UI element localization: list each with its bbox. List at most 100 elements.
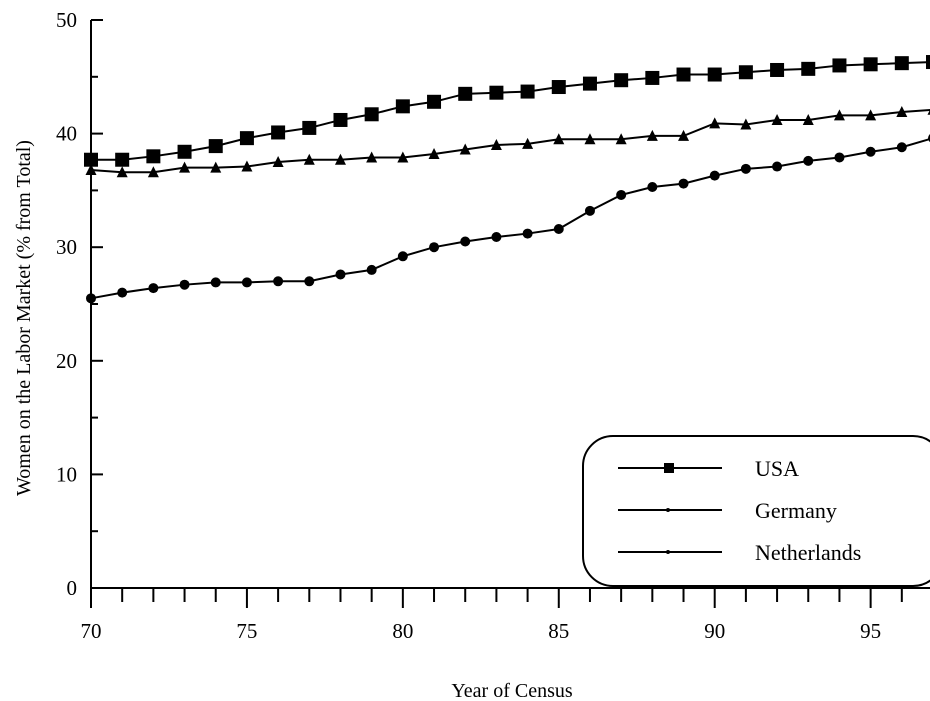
usa-point bbox=[645, 70, 660, 85]
usa-point bbox=[115, 152, 130, 167]
germany-point bbox=[272, 156, 284, 167]
legend: USA Germany Netherlands bbox=[582, 435, 930, 587]
axes: 0 10 20 30 40 50 70 75 80 85 90 95 bbox=[56, 8, 930, 643]
germany-point bbox=[147, 166, 159, 178]
series-line-germany bbox=[90, 108, 930, 174]
usa-point bbox=[395, 99, 410, 114]
usa-point bbox=[302, 120, 317, 135]
usa-point bbox=[239, 131, 254, 146]
netherlands-point bbox=[678, 178, 689, 189]
usa-point bbox=[894, 56, 909, 71]
usa-point bbox=[832, 58, 847, 73]
usa-point bbox=[489, 85, 504, 100]
netherlands-point bbox=[304, 276, 315, 287]
germany-point bbox=[459, 143, 471, 155]
germany-point bbox=[85, 163, 97, 175]
germany-point bbox=[116, 166, 128, 178]
germany-point bbox=[896, 106, 908, 118]
series-line-usa bbox=[91, 61, 930, 161]
netherlands-point bbox=[241, 277, 252, 288]
germany-point bbox=[927, 109, 930, 115]
usa-point bbox=[863, 57, 878, 72]
germany-point bbox=[865, 109, 877, 121]
germany-point bbox=[771, 113, 783, 125]
netherlands-point bbox=[429, 242, 440, 253]
netherlands-point bbox=[553, 224, 564, 235]
y-axis-title: Women on the Labor Market (% from Total) bbox=[13, 140, 35, 496]
netherlands-point bbox=[366, 264, 377, 275]
germany-point bbox=[802, 113, 814, 125]
usa-point bbox=[582, 76, 597, 91]
germany-point bbox=[709, 117, 721, 129]
germany-point bbox=[584, 133, 596, 145]
x-tick-label: 75 bbox=[236, 619, 257, 643]
usa-point bbox=[770, 62, 785, 77]
germany-point bbox=[334, 153, 346, 165]
usa-point bbox=[208, 139, 223, 154]
germany-point bbox=[428, 148, 440, 160]
y-tick-label: 0 bbox=[67, 576, 78, 600]
netherlands-point bbox=[86, 293, 96, 304]
usa-point bbox=[801, 61, 816, 76]
germany-point bbox=[522, 137, 534, 149]
germany-point bbox=[303, 153, 315, 165]
usa-point bbox=[520, 84, 535, 99]
usa-point bbox=[458, 86, 473, 101]
usa-point bbox=[707, 67, 722, 82]
legend-marker-netherlands bbox=[666, 550, 670, 554]
x-tick-label: 85 bbox=[548, 619, 569, 643]
germany-point bbox=[210, 161, 222, 173]
netherlands-point bbox=[273, 276, 284, 287]
legend-marker-usa bbox=[664, 463, 674, 473]
netherlands-point bbox=[397, 251, 408, 262]
netherlands-point bbox=[210, 277, 221, 288]
germany-point bbox=[740, 118, 752, 130]
y-tick-label: 20 bbox=[56, 349, 77, 373]
netherlands-point bbox=[335, 269, 346, 280]
usa-point bbox=[551, 80, 566, 95]
usa-point bbox=[738, 65, 753, 80]
legend-label-usa: USA bbox=[755, 456, 799, 481]
usa-point bbox=[333, 112, 348, 127]
usa-point bbox=[614, 73, 629, 88]
usa-point bbox=[676, 67, 691, 82]
netherlands-point bbox=[491, 231, 502, 242]
germany-point bbox=[833, 109, 845, 121]
usa-point bbox=[364, 107, 379, 122]
netherlands-point bbox=[179, 279, 190, 290]
germany-point bbox=[179, 161, 191, 173]
series-markers bbox=[84, 55, 930, 304]
germany-point bbox=[366, 151, 378, 163]
netherlands-point bbox=[148, 283, 159, 294]
y-tick-label: 30 bbox=[56, 235, 77, 259]
netherlands-point bbox=[522, 228, 533, 239]
x-tick-label: 80 bbox=[392, 619, 413, 643]
y-tick-label: 10 bbox=[56, 462, 77, 486]
usa-point bbox=[177, 144, 192, 159]
x-tick-label: 70 bbox=[81, 619, 102, 643]
netherlands-point bbox=[709, 170, 720, 181]
netherlands-point bbox=[896, 142, 907, 153]
netherlands-point bbox=[584, 205, 595, 216]
y-tick-label: 40 bbox=[56, 122, 77, 146]
x-tick-label: 95 bbox=[860, 619, 881, 643]
netherlands-point bbox=[740, 163, 751, 174]
usa-point bbox=[146, 149, 161, 164]
usa-point bbox=[84, 152, 98, 167]
legend-marker-germany bbox=[666, 508, 670, 512]
netherlands-point bbox=[460, 236, 471, 247]
netherlands-point bbox=[117, 287, 128, 298]
germany-point bbox=[397, 151, 409, 163]
legend-box bbox=[582, 435, 930, 587]
usa-point bbox=[427, 94, 442, 109]
germany-point bbox=[646, 129, 658, 141]
legend-label-germany: Germany bbox=[755, 498, 837, 523]
germany-point bbox=[490, 138, 502, 150]
germany-point bbox=[615, 133, 627, 145]
x-tick-label: 90 bbox=[704, 619, 725, 643]
legend-label-netherlands: Netherlands bbox=[755, 540, 861, 565]
usa-point bbox=[926, 55, 930, 70]
series-line-netherlands bbox=[90, 137, 930, 300]
usa-point bbox=[271, 125, 286, 140]
